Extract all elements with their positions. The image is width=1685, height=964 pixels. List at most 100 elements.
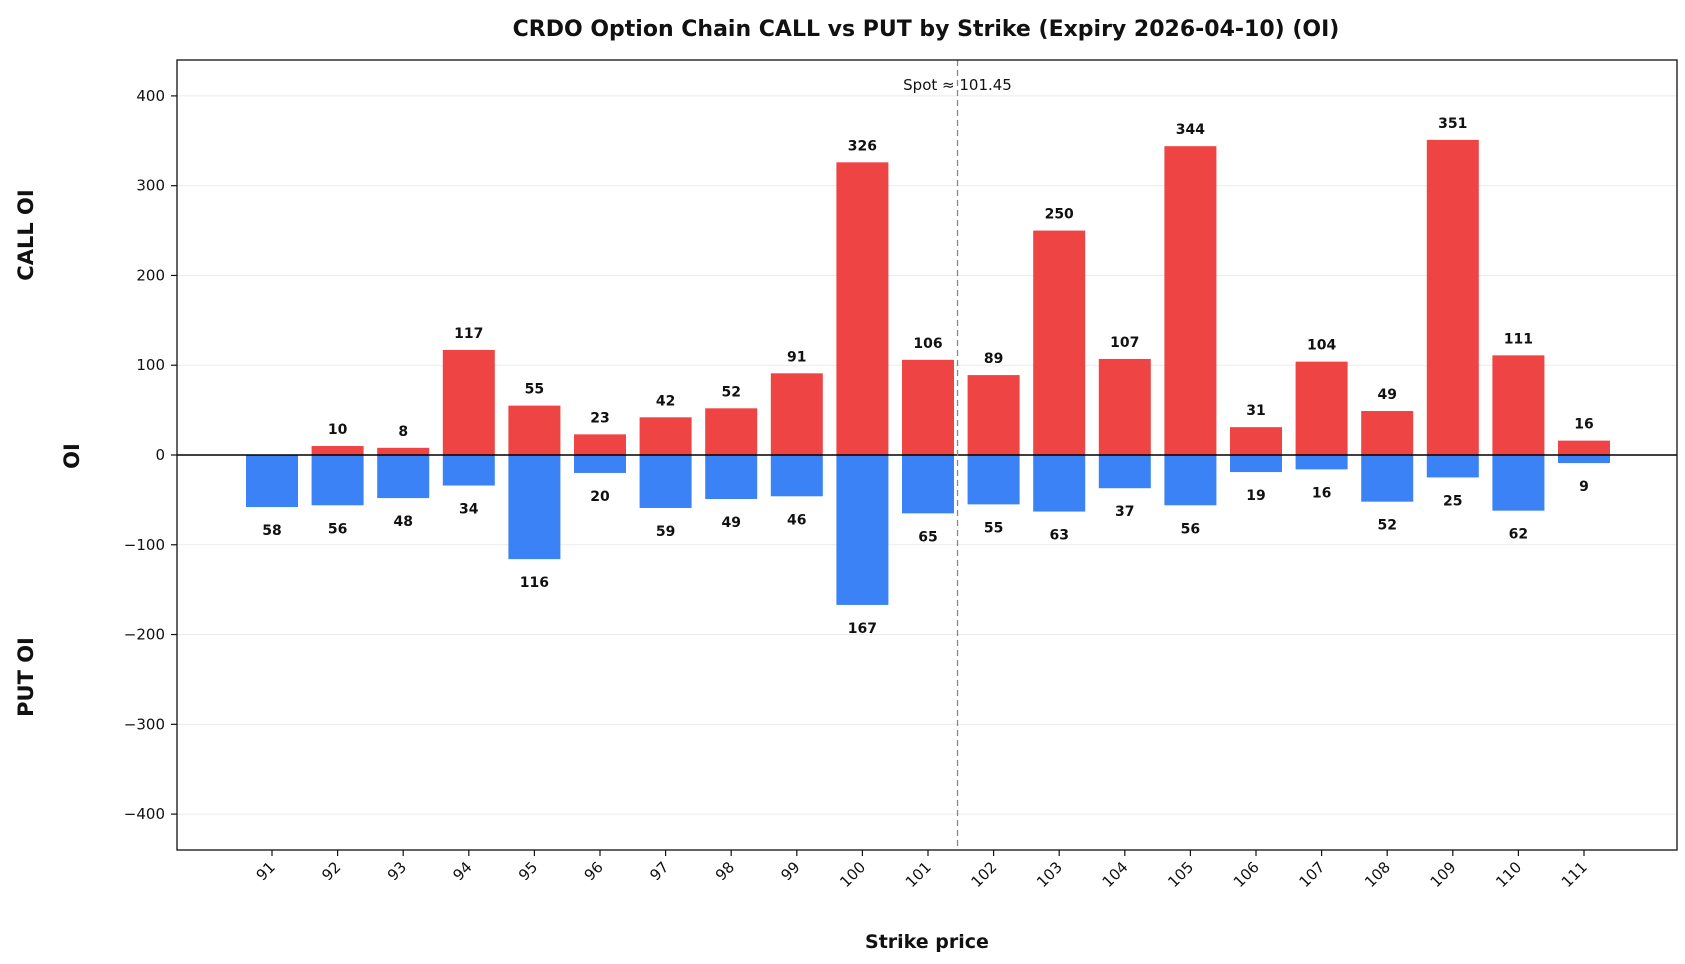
put-bar [574,455,626,473]
put-value-label: 9 [1579,479,1589,495]
x-tick-label: 94 [449,858,475,884]
x-tick-label: 110 [1492,858,1525,891]
put-value-label: 49 [721,515,740,531]
call-bar [705,408,758,455]
x-tick-label: 95 [515,858,541,884]
call-bar [311,446,364,455]
call-bar [1098,358,1151,455]
call-value-label: 344 [1176,122,1205,138]
x-tick-label: 91 [253,858,279,884]
x-tick-label: 106 [1230,858,1263,891]
put-bar [1230,455,1282,473]
spot-annotation: Spot ≈ 101.45 [903,76,1012,94]
put-value-label: 25 [1443,493,1462,509]
put-bar [1295,455,1348,470]
put-value-label: 58 [262,523,281,539]
bars [246,139,1610,605]
x-axis-ticks: 91 92 93 94 95 96 97 98 99 100 101 102 103 104 105 106 1… [253,850,1591,891]
call-bar [377,447,430,455]
x-tick-label: 111 [1558,858,1591,891]
call-value-label: 10 [328,422,348,438]
put-value-label: 116 [520,575,549,591]
put-bar [1426,455,1479,478]
call-value-label: 23 [590,410,609,426]
call-value-label: 107 [1110,335,1139,351]
call-bar [967,375,1020,455]
call-value-label: 104 [1307,338,1336,354]
put-value-label: 167 [848,621,877,637]
call-bar [442,349,495,455]
put-value-label: 56 [1181,521,1200,537]
x-tick-label: 92 [318,858,344,884]
put-bar [1558,455,1610,464]
data-labels: 58 10 56 8 48 117 34 55 116 23 20 42 59 52 49 91 46 326 16… [262,116,1593,637]
put-bar [1492,455,1545,511]
call-bar [639,417,692,455]
call-bar [1230,427,1282,455]
y-tick-label: −400 [124,805,165,823]
x-tick-label: 105 [1164,858,1197,891]
x-tick-label: 104 [1099,858,1132,891]
put-bar [902,455,954,514]
put-bar [1033,455,1086,512]
call-bar [1361,411,1414,455]
x-tick-label: 109 [1427,858,1460,891]
put-value-label: 19 [1246,488,1265,504]
put-oi-label: PUT OI [14,637,38,717]
y-axis-ticks: −400 −300 −200 −100 0 100 200 300 400 [124,87,177,823]
call-value-label: 106 [913,336,942,352]
x-tick-label: 97 [646,858,672,884]
x-tick-label: 101 [902,858,935,891]
call-bar [1295,361,1348,455]
call-oi-label: CALL OI [14,189,38,280]
call-bar [1033,230,1086,455]
put-value-label: 48 [393,514,412,530]
put-bar [1164,455,1217,506]
x-tick-label: 99 [777,858,803,884]
call-value-label: 49 [1377,387,1396,403]
put-bar [705,455,758,499]
put-value-label: 55 [984,520,1003,536]
call-bar [1558,440,1610,455]
put-bar [377,455,430,499]
put-bar [508,455,561,560]
y-axis-label: OI [60,443,84,469]
y-tick-label: 200 [136,266,165,284]
call-bar [1492,355,1545,455]
call-bar [1164,146,1217,455]
put-bar [1361,455,1414,502]
x-axis-label: Strike price [865,931,989,953]
y-tick-label: −300 [124,715,165,733]
call-bar [1426,139,1479,456]
call-value-label: 326 [848,138,877,154]
y-tick-label: −100 [124,536,165,554]
chart-title: CRDO Option Chain CALL vs PUT by Strike … [513,17,1340,42]
call-value-label: 250 [1045,207,1074,223]
x-tick-label: 107 [1295,858,1328,891]
x-tick-label: 98 [712,858,738,884]
put-bar [967,455,1020,505]
x-tick-label: 108 [1361,858,1394,891]
put-bar [770,455,823,497]
put-bar [639,455,692,508]
call-value-label: 351 [1438,116,1467,132]
x-tick-label: 103 [1033,858,1066,891]
call-bar [902,359,954,455]
put-value-label: 62 [1509,527,1528,543]
put-value-label: 16 [1312,485,1331,501]
y-tick-label: 400 [136,87,165,105]
call-bar [508,405,561,455]
call-value-label: 111 [1504,331,1533,347]
call-value-label: 31 [1246,403,1265,419]
put-value-label: 37 [1115,504,1134,520]
call-value-label: 117 [454,326,483,342]
call-value-label: 91 [787,349,806,365]
call-bar [770,373,823,455]
y-tick-label: 0 [155,446,165,464]
put-bar [246,455,298,508]
call-bar [836,162,889,455]
x-tick-label: 93 [384,858,410,884]
put-value-label: 59 [656,524,675,540]
call-value-label: 89 [984,351,1003,367]
